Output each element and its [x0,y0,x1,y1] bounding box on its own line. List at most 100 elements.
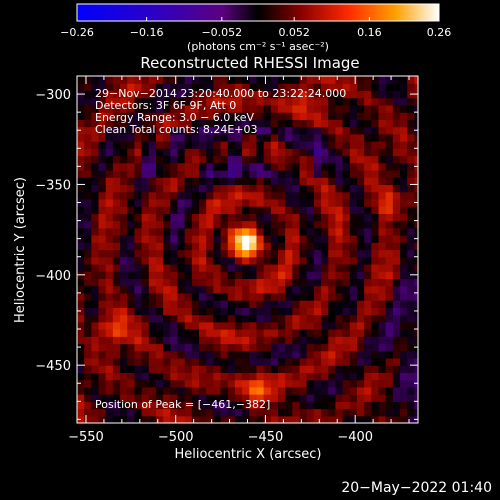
heatmap-cell [328,191,337,200]
heatmap-cell [242,227,250,236]
heatmap-cell [213,394,222,402]
heatmap-cell [313,401,322,410]
heatmap-cell [335,104,344,113]
heatmap-cell [155,386,164,395]
heatmap-cell [342,372,351,381]
heatmap-cell [199,76,207,84]
heatmap-cell [299,300,308,308]
heatmap-cell [356,141,365,149]
heatmap-cell [328,249,337,258]
heatmap-cell [134,401,143,410]
x-axis-label: Heliocentric X (arcsec) [175,447,322,462]
heatmap-cell [385,191,394,200]
heatmap-cell [148,104,157,113]
heatmap-cell [134,220,143,229]
heatmap-cell [256,133,265,142]
heatmap-cell [134,148,143,157]
heatmap-cell [213,220,222,229]
heatmap-cell [328,184,337,193]
heatmap-cell [134,169,143,178]
heatmap-cell [356,227,365,236]
heatmap-cell [148,394,157,402]
heatmap-cell [299,76,308,84]
heatmap-cell [77,119,85,128]
heatmap-cell [328,141,337,149]
heatmap-cell [134,184,143,193]
heatmap-cell [349,386,358,395]
heatmap-cell [263,401,272,410]
heatmap-cell [270,394,279,402]
heatmap-cell [163,141,171,149]
heatmap-cell [141,263,150,272]
heatmap-cell [414,141,418,149]
heatmap-cell [91,83,100,92]
heatmap-cell [242,76,250,84]
heatmap-cell [292,372,301,381]
heatmap-cell [349,321,358,330]
heatmap-cell [321,97,329,106]
heatmap-cell [321,401,329,410]
heatmap-cell [414,329,418,337]
heatmap-cell [234,372,243,381]
heatmap-cell [227,126,236,135]
heatmap-cell [292,162,301,171]
heatmap-cell [177,198,186,207]
heatmap-cell [177,314,186,323]
heatmap-cell [285,220,293,229]
heatmap-cell [292,148,301,157]
heatmap-cell [335,379,344,388]
heatmap-cell [392,133,401,142]
heatmap-cell [263,112,272,120]
heatmap-cell [278,198,286,207]
heatmap-cell [371,278,380,287]
heatmap-cell [213,235,222,243]
heatmap-cell [84,227,92,236]
heatmap-cell [105,278,114,287]
heatmap-cell [306,271,315,280]
heatmap-cell [227,263,236,272]
heatmap-cell [285,300,293,308]
heatmap-cell [378,278,387,287]
heatmap-cell [163,133,171,142]
heatmap-cell [242,213,250,222]
heatmap-cell [163,278,171,287]
heatmap-cell [306,76,315,84]
heatmap-cell [105,220,114,229]
heatmap-cell [349,401,358,410]
heatmap-cell [342,379,351,388]
heatmap-cell [91,263,100,272]
heatmap-cell [170,235,179,243]
heatmap-cell [371,263,380,272]
heatmap-cell [220,271,229,280]
heatmap-cell [141,300,150,308]
heatmap-cell [392,357,401,366]
heatmap-cell [364,285,372,294]
heatmap-cell [242,357,250,366]
heatmap-cell [263,191,272,200]
heatmap-cell [177,148,186,157]
heatmap-cell [400,350,408,359]
heatmap-cell [285,321,293,330]
heatmap-cell [199,415,207,423]
heatmap-cell [155,169,164,178]
heatmap-cell [263,394,272,402]
heatmap-cell [392,314,401,323]
heatmap-cell [163,76,171,84]
heatmap-cell [256,307,265,316]
heatmap-cell [120,336,128,345]
heatmap-cell [199,198,207,207]
heatmap-cell [392,227,401,236]
heatmap-cell [213,408,222,417]
heatmap-cell [155,184,164,193]
heatmap-cell [120,90,128,99]
heatmap-cell [127,90,136,99]
heatmap-cell [170,97,179,106]
heatmap-cell [249,169,258,178]
heatmap-cell [349,104,358,113]
heatmap-cell [148,336,157,345]
heatmap-cell [199,162,207,171]
heatmap-cell [227,408,236,417]
heatmap-cell [278,220,286,229]
heatmap-cell [321,133,329,142]
heatmap-cell [407,191,416,200]
